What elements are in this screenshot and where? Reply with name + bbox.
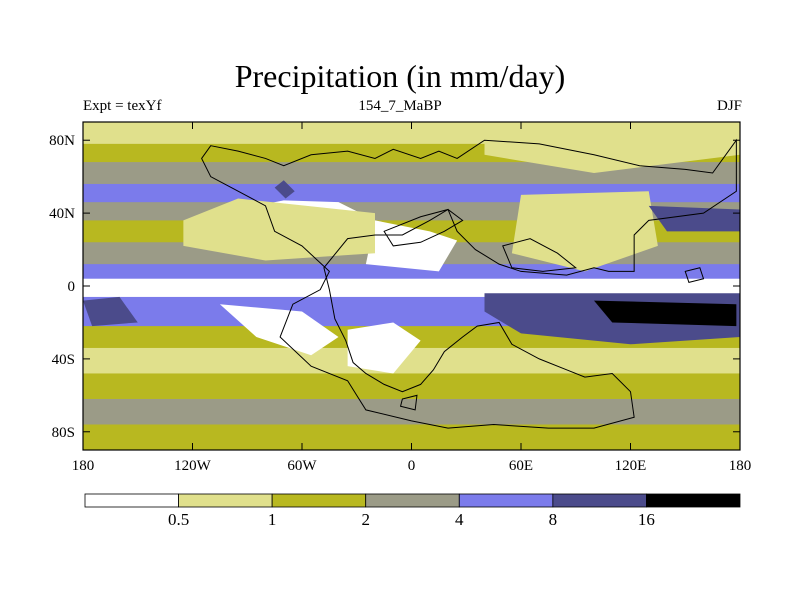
precip-field <box>83 122 740 450</box>
precip-band-8 <box>83 278 740 298</box>
coastline-small-island <box>684 267 705 283</box>
colorbar-swatch <box>271 493 367 508</box>
region-west-wet <box>83 296 138 327</box>
y-axis: 80N 40N 0 40S 80S <box>49 133 740 441</box>
coastline-northern-continent <box>201 138 737 429</box>
colorbar-swatch <box>552 493 647 508</box>
colorbar: 0.5 1 2 4 8 16 <box>84 493 741 529</box>
x-tick-label: 120W <box>174 458 212 474</box>
colorbar-swatch <box>646 493 741 508</box>
colorbar-swatch <box>178 493 273 508</box>
region-pacific-wet <box>594 300 737 327</box>
region-ne-asia-light <box>511 191 658 272</box>
y-tick-label: 80N <box>49 133 75 149</box>
colorbar-label: 1 <box>268 510 277 529</box>
region-south-america-dry <box>347 322 421 374</box>
colorbar-label: 2 <box>361 510 370 529</box>
colorbar-label: 4 <box>455 510 464 529</box>
season-label: DJF <box>716 98 742 114</box>
x-tick-label: 180 <box>729 458 752 474</box>
chart-title: Precipitation (in mm/day) <box>234 58 566 94</box>
coastline-inner-sea <box>383 208 464 247</box>
colorbar-swatch <box>365 493 460 508</box>
x-tick-label: 0 <box>408 458 416 474</box>
x-tick-label: 120E <box>615 458 647 474</box>
region-north-light <box>183 198 375 261</box>
colorbar-swatch <box>84 493 179 508</box>
y-tick-label: 0 <box>68 279 76 295</box>
colorbar-label: 0.5 <box>168 510 189 529</box>
colorbar-swatch <box>458 493 554 508</box>
period-label: 154_7_MaBP <box>358 98 442 114</box>
region-east-wet <box>648 205 740 232</box>
x-tick-label: 180 <box>72 458 95 474</box>
y-tick-label: 40S <box>52 352 75 368</box>
coastlines <box>201 138 737 429</box>
region-pacific-south-dry <box>219 304 339 356</box>
y-tick-label: 40N <box>49 206 75 222</box>
coastline-south-island <box>399 394 418 411</box>
precip-band-11 <box>83 347 740 374</box>
colorbar-label: 8 <box>549 510 558 529</box>
colorbar-label: 16 <box>638 510 655 529</box>
x-tick-label: 60W <box>287 458 317 474</box>
x-tick-label: 60E <box>509 458 533 474</box>
region-north-blue-spot <box>274 180 295 199</box>
y-tick-label: 80S <box>52 425 75 441</box>
experiment-label: Expt = texYf <box>83 98 162 114</box>
x-axis: 180 120W 60W 0 60E 120E 180 <box>72 122 752 474</box>
region-arctic-light <box>484 122 740 174</box>
region-asian-dry <box>365 220 458 272</box>
precip-band-12 <box>83 373 740 400</box>
coastline-east-sea <box>502 238 578 272</box>
